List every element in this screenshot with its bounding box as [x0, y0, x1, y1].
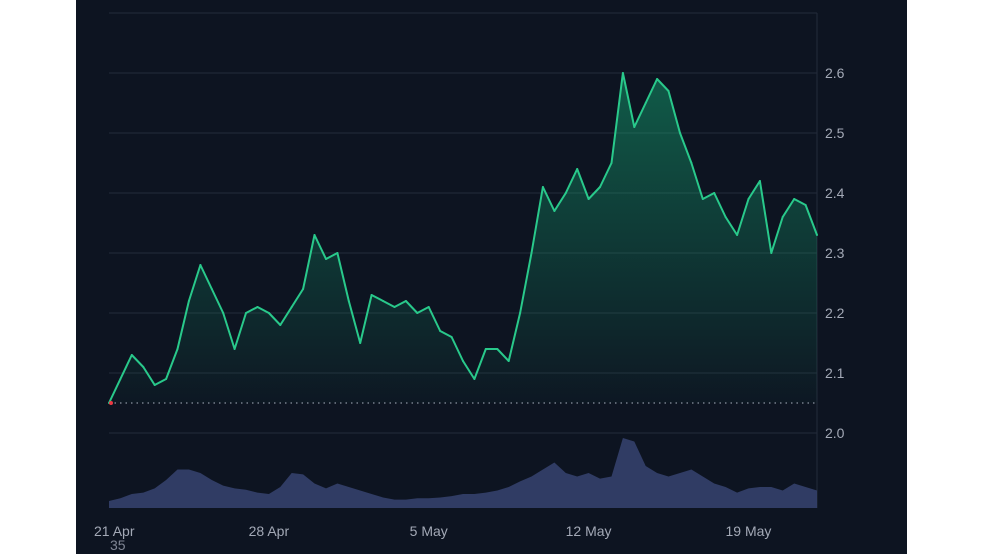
price-point [644, 102, 647, 104]
y-axis: 2.0 2.1 2.2 2.3 2.4 2.5 2.6 [825, 65, 845, 441]
y-tick-label: 2.2 [825, 305, 845, 321]
y-tick-label: 2.0 [825, 425, 845, 441]
price-point [130, 354, 133, 356]
volume-bars [109, 438, 817, 508]
price-point [210, 288, 213, 290]
price-point [462, 360, 464, 362]
price-point [165, 378, 168, 380]
price-point [621, 72, 624, 74]
price-point [736, 234, 739, 236]
price-point [279, 324, 282, 326]
y-tick-label: 2.1 [825, 365, 845, 381]
price-point [713, 192, 716, 194]
price-point [302, 288, 305, 290]
price-point [747, 198, 750, 200]
price-point [359, 342, 362, 344]
price-point [758, 180, 761, 182]
price-point [290, 306, 293, 308]
y-tick-label: 2.5 [825, 125, 845, 141]
price-point [781, 216, 784, 218]
price-point [724, 216, 727, 218]
price-point [416, 312, 419, 314]
price-point [667, 90, 670, 92]
price-point [599, 186, 601, 188]
price-point [553, 210, 556, 212]
price-point [610, 162, 613, 164]
price-point [439, 330, 442, 332]
price-point [267, 312, 270, 314]
axis-overflow-label: 35 [110, 537, 126, 553]
price-point [473, 378, 476, 380]
price-point [325, 258, 327, 260]
price-point [484, 348, 487, 350]
price-point [187, 300, 190, 302]
price-point [336, 252, 339, 254]
y-tick-label: 2.4 [825, 185, 845, 201]
price-point [199, 264, 202, 266]
y-tick-label: 2.3 [825, 245, 845, 261]
price-point [176, 348, 179, 350]
x-tick-label: 19 May [726, 523, 772, 539]
price-point [142, 366, 145, 368]
price-point [393, 306, 396, 308]
price-point [576, 168, 579, 170]
price-point [404, 300, 407, 302]
price-point [770, 252, 773, 254]
x-tick-label: 28 Apr [249, 523, 290, 539]
price-point [370, 294, 373, 296]
price-point [233, 348, 236, 350]
price-point [245, 312, 247, 314]
y-tick-label: 2.6 [825, 65, 845, 81]
volume-area [109, 438, 817, 508]
price-point [347, 300, 350, 302]
price-point [450, 336, 453, 338]
price-point [530, 252, 533, 254]
price-point [793, 198, 796, 200]
x-tick-label: 12 May [566, 523, 612, 539]
price-point [541, 186, 544, 188]
price-point [701, 198, 704, 200]
price-point [633, 126, 636, 128]
price-point [313, 234, 316, 236]
price-point [816, 234, 818, 236]
x-tick-label: 5 May [410, 523, 448, 539]
price-point [690, 162, 693, 164]
price-point [256, 306, 259, 308]
price-point [519, 312, 522, 314]
x-tick-label: 21 Apr [94, 523, 135, 539]
price-area-fill [109, 73, 817, 403]
price-point [507, 360, 510, 362]
price-point [804, 204, 807, 206]
x-axis: 21 Apr 28 Apr 5 May 12 May 19 May [94, 523, 771, 539]
reference-layer [109, 401, 817, 405]
price-point [222, 312, 225, 314]
price-point [656, 78, 659, 80]
price-point [679, 132, 681, 134]
price-point [496, 348, 499, 350]
price-line-layer [108, 72, 818, 404]
price-point [564, 192, 567, 194]
price-point [382, 300, 385, 302]
price-point [119, 378, 122, 380]
price-point [587, 198, 590, 200]
price-point [427, 306, 430, 308]
start-marker [109, 401, 113, 405]
price-area [109, 73, 817, 403]
price-point [153, 384, 156, 386]
